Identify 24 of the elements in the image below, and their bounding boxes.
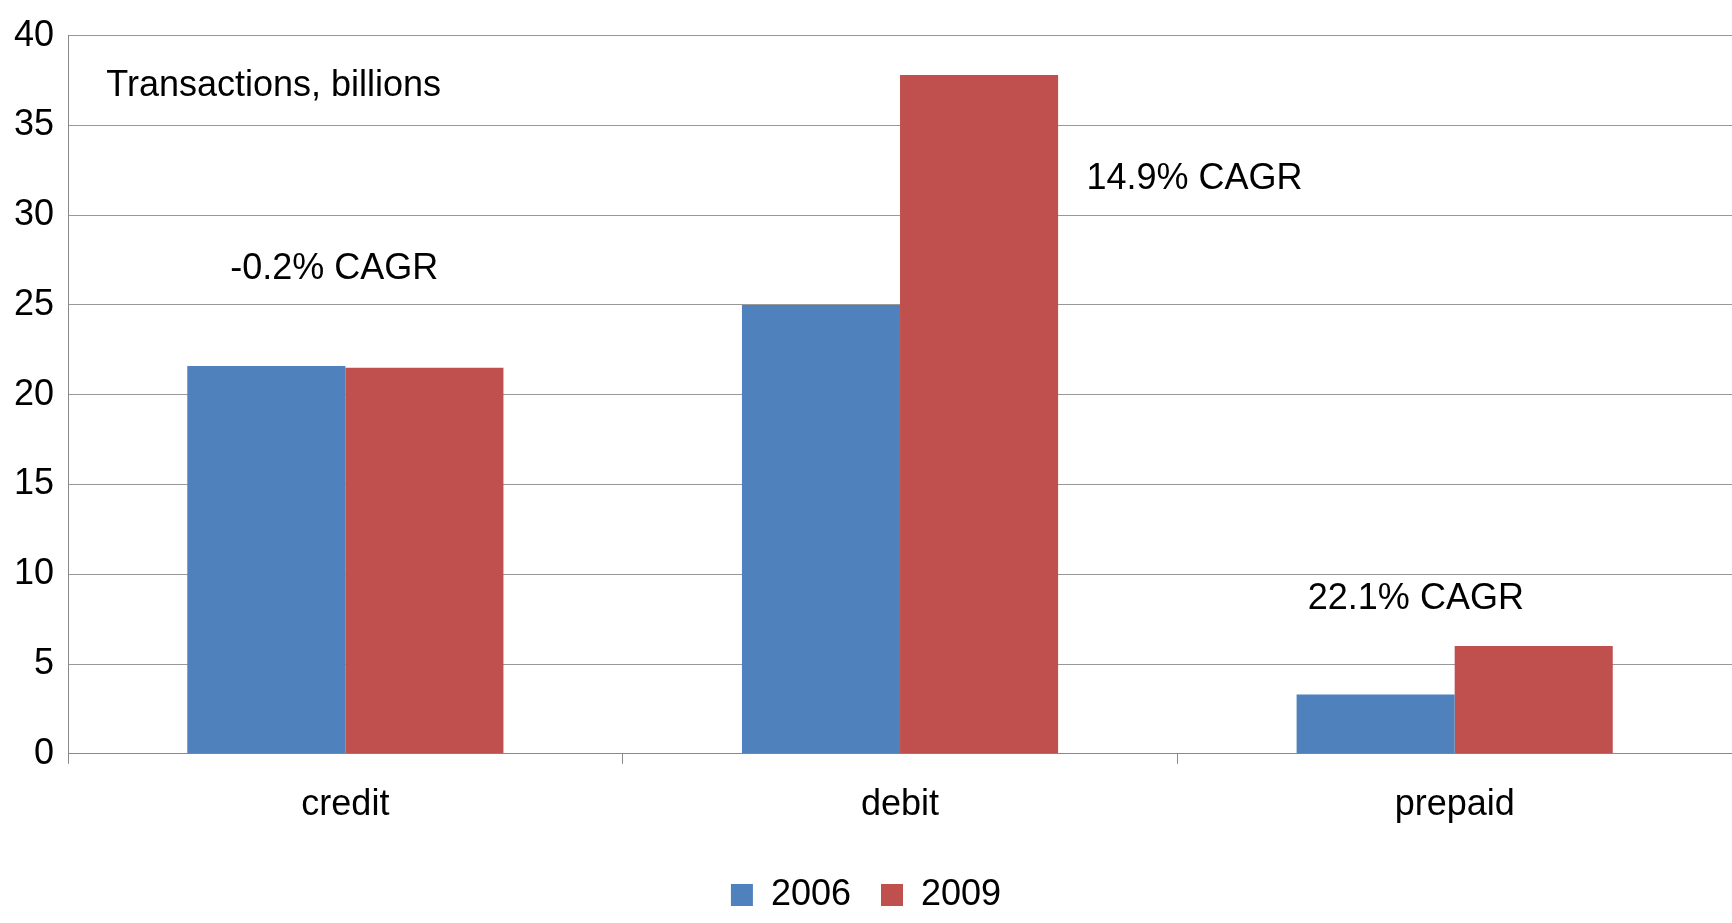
y-tick-label: 35: [14, 102, 55, 144]
annotation: Transactions, billions: [106, 62, 442, 104]
y-tick-label: 25: [14, 281, 55, 323]
bar: [741, 304, 901, 754]
x-tick-label: credit: [301, 782, 390, 824]
bar: [1454, 646, 1613, 754]
y-tick-label: 10: [14, 551, 55, 593]
y-tick-label: 30: [14, 192, 55, 234]
y-tick-label: 20: [14, 371, 55, 413]
bar: [900, 75, 1059, 754]
y-tick-label: 0: [34, 730, 55, 772]
y-tick-label: 15: [14, 461, 55, 503]
legend-label: 2009: [921, 871, 1002, 913]
annotation: -0.2% CAGR: [230, 245, 439, 287]
y-tick-label: 5: [34, 640, 55, 682]
x-tick-label: prepaid: [1394, 782, 1515, 824]
y-tick-label: 40: [14, 12, 55, 54]
x-tick-label: debit: [860, 782, 940, 824]
bar: [187, 365, 346, 754]
legend-label: 2006: [770, 871, 852, 913]
bar: [345, 367, 504, 754]
annotation: 22.1% CAGR: [1307, 576, 1524, 618]
annotation: 14.9% CAGR: [1086, 156, 1303, 198]
bar: [1296, 694, 1455, 754]
